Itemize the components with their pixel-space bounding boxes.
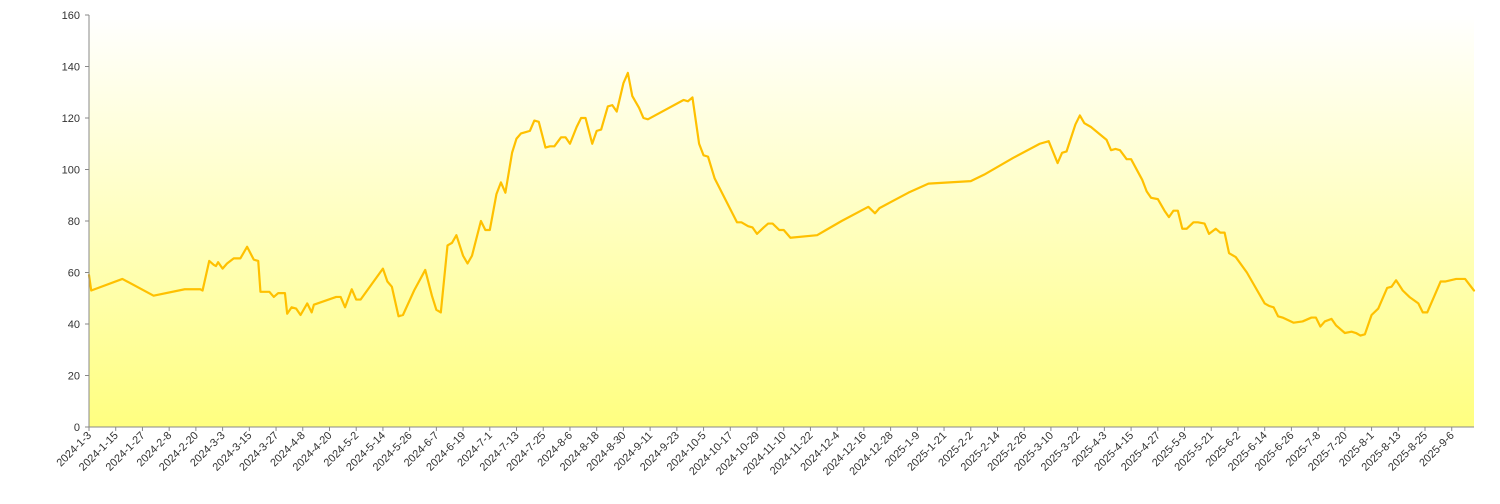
y-tick-label: 60 <box>68 268 80 280</box>
plot-area-background <box>89 15 1474 427</box>
y-tick-label: 100 <box>62 165 80 177</box>
series-layer <box>87 71 1476 337</box>
y-tick-label: 80 <box>68 216 80 228</box>
y-tick-label: 140 <box>62 62 80 74</box>
series-line-0 <box>87 71 1476 337</box>
y-tick-label: 40 <box>68 319 80 331</box>
y-tick-label: 0 <box>74 422 80 434</box>
y-tick-label: 20 <box>68 371 80 383</box>
y-tick-label: 160 <box>62 10 80 22</box>
y-tick-label: 120 <box>62 113 80 125</box>
